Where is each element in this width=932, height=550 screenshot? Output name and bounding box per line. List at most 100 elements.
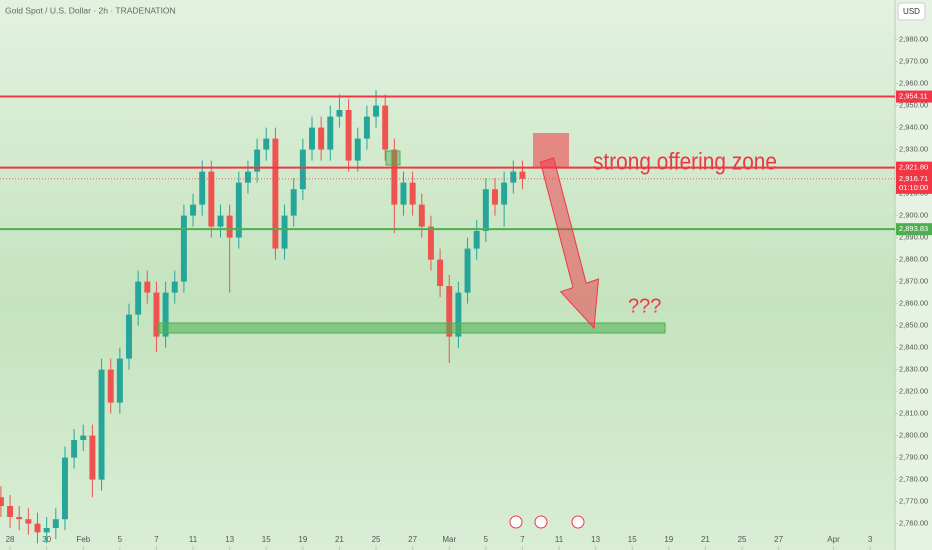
support-zone — [157, 322, 666, 334]
x-tick-label: 15 — [262, 535, 271, 544]
y-tick-label: 2,970.00 — [899, 57, 928, 66]
y-tick-label: 2,780.00 — [899, 475, 928, 484]
price-level-label: 2,954.11 — [899, 92, 928, 101]
candle-body — [7, 506, 14, 517]
x-tick-label: 15 — [628, 535, 637, 544]
chart-title: Gold Spot / U.S. Dollar · 2h · TRADENATI… — [5, 5, 176, 15]
y-tick-label: 2,890.00 — [899, 233, 928, 242]
x-tick-label: 13 — [591, 535, 600, 544]
y-tick-label: 2,980.00 — [899, 35, 928, 44]
y-tick-label: 2,810.00 — [899, 409, 928, 418]
currency-label[interactable]: USD — [903, 7, 920, 16]
event-icons — [509, 515, 585, 529]
y-tick-label: 2,830.00 — [899, 365, 928, 374]
candle-body — [409, 182, 416, 205]
candle-body — [171, 281, 178, 293]
y-tick-label: 2,950.00 — [899, 101, 928, 110]
candle-body — [492, 189, 498, 205]
small-zone — [385, 150, 401, 166]
currency-button[interactable] — [897, 2, 926, 21]
event-icon — [509, 515, 523, 529]
candle-body — [226, 215, 233, 238]
candle-body — [80, 435, 87, 440]
x-tick-label: 5 — [484, 535, 489, 544]
candle-body — [244, 171, 251, 183]
x-tick-label: 19 — [664, 535, 673, 544]
candle-body — [272, 138, 279, 249]
y-tick-label: 2,870.00 — [899, 277, 928, 286]
candle-body — [299, 149, 306, 190]
candle-body — [190, 204, 197, 216]
price-level-label: 2,921.80 — [899, 163, 928, 172]
candle-body — [391, 149, 398, 205]
plot-background — [0, 0, 895, 550]
y-tick-label: 2,850.00 — [899, 321, 928, 330]
candle-body — [126, 314, 132, 359]
x-tick-label: 25 — [738, 535, 747, 544]
candle-body — [217, 215, 224, 227]
x-tick-label: 13 — [225, 535, 234, 544]
candle-body — [427, 226, 434, 260]
y-tick-label: 2,960.00 — [899, 79, 928, 88]
candle-body — [327, 116, 334, 150]
candle-body — [382, 105, 389, 150]
x-tick-label: 27 — [774, 535, 783, 544]
x-tick-label: 27 — [408, 535, 417, 544]
candle-body — [263, 138, 270, 150]
x-tick-label: 7 — [154, 535, 159, 544]
candle-body — [363, 116, 370, 139]
y-tick-label: 2,820.00 — [899, 387, 928, 396]
candle-body — [446, 286, 453, 337]
event-icon — [534, 515, 548, 529]
y-tick-label: 2,760.00 — [899, 519, 928, 528]
y-tick-label: 2,880.00 — [899, 255, 928, 264]
y-tick-label: 2,900.00 — [899, 211, 928, 220]
x-tick-label: 11 — [555, 535, 564, 544]
candle-body — [180, 215, 187, 282]
y-tick-label: 2,790.00 — [899, 453, 928, 462]
candle-body — [281, 215, 288, 249]
candle-body — [89, 435, 96, 480]
candle-body — [71, 440, 78, 458]
price-level-tag — [896, 90, 932, 103]
price-level-label: 2,893.83 — [899, 224, 928, 233]
y-tick-label: 2,860.00 — [899, 299, 928, 308]
event-icon — [571, 515, 585, 529]
candle-body — [336, 110, 343, 117]
candle-body — [254, 149, 261, 172]
x-tick-label: 11 — [189, 535, 198, 544]
candle-body — [153, 292, 160, 337]
candle-body — [144, 281, 151, 293]
annotation: strong offering zone — [593, 148, 777, 175]
x-tick-label: 25 — [372, 535, 381, 544]
y-tick-label: 2,770.00 — [899, 497, 928, 506]
y-tick-label: 2,840.00 — [899, 343, 928, 352]
last-price-tag — [896, 172, 932, 194]
candle-body — [482, 189, 489, 231]
x-tick-label: 19 — [298, 535, 307, 544]
candle-body — [98, 369, 105, 480]
annotation: ??? — [628, 295, 661, 317]
price-level-tag — [896, 223, 932, 236]
last-price-label: 2,916.71 — [899, 174, 928, 183]
candle-body — [135, 281, 142, 315]
candle-body — [0, 497, 4, 506]
x-tick-label: 7 — [520, 535, 525, 544]
candle-body — [61, 457, 68, 520]
candle-body — [455, 292, 462, 337]
x-tick-label: Feb — [76, 535, 90, 544]
countdown-label: 01:10:00 — [899, 183, 928, 192]
candle-body — [34, 523, 41, 533]
candle-body — [43, 528, 50, 533]
candle-body — [519, 171, 526, 179]
candle-body — [107, 369, 114, 403]
down-arrow — [539, 157, 600, 330]
candle-body — [437, 259, 444, 286]
candle-body — [418, 204, 425, 227]
x-tick-label: 5 — [118, 535, 123, 544]
y-tick-label: 2,930.00 — [899, 145, 928, 154]
candle-body — [510, 171, 517, 183]
candle-body — [16, 517, 23, 520]
